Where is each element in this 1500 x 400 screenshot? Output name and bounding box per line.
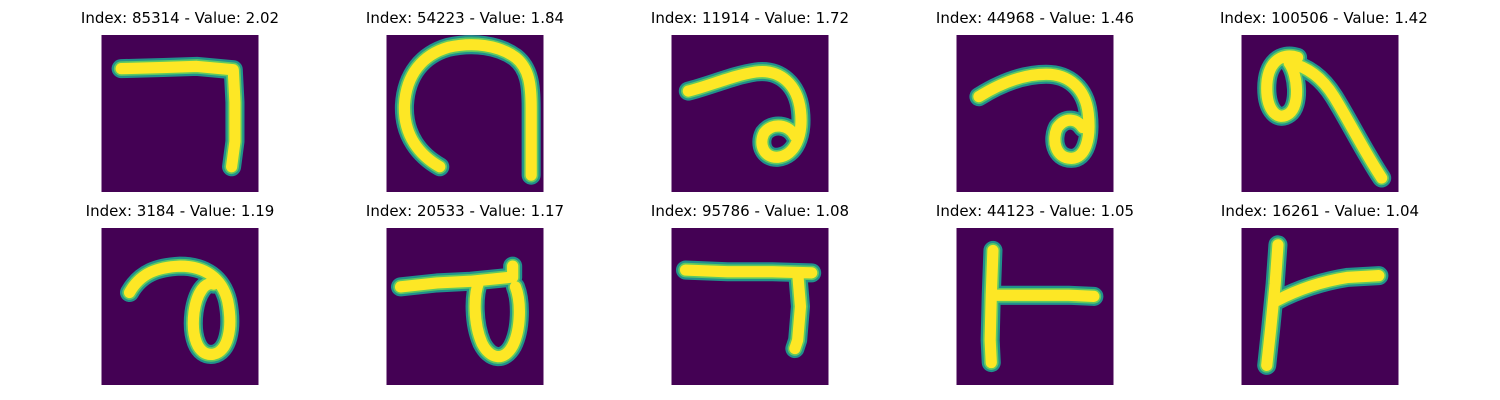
digit-stroke — [1261, 50, 1388, 184]
digit-image — [101, 35, 259, 192]
digit-image — [1241, 228, 1399, 385]
digit-stroke — [973, 68, 1095, 164]
digit-panel: Index: 20533 - Value: 1.17 — [365, 201, 565, 391]
digit-stroke — [984, 244, 1100, 369]
panel-title: Index: 85314 - Value: 2.02 — [80, 9, 280, 27]
panel-title: Index: 54223 - Value: 1.84 — [365, 9, 565, 27]
digit-panel: Index: 100506 - Value: 1.42 — [1220, 8, 1428, 198]
digit-panel: Index: 44123 - Value: 1.05 — [935, 201, 1135, 391]
panel-title: Index: 44968 - Value: 1.46 — [935, 9, 1135, 27]
digit-image — [956, 228, 1114, 385]
digit-panel: Index: 44968 - Value: 1.46 — [935, 8, 1135, 198]
digit-stroke — [398, 39, 537, 181]
panel-title: Index: 95786 - Value: 1.08 — [650, 202, 850, 220]
digit-stroke — [394, 260, 525, 363]
panel-title: Index: 44123 - Value: 1.05 — [935, 202, 1135, 220]
digit-image — [1241, 35, 1399, 192]
panel-title: Index: 3184 - Value: 1.19 — [85, 202, 275, 220]
digit-image — [671, 228, 829, 385]
digit-panel: Index: 3184 - Value: 1.19 — [80, 201, 280, 391]
digit-stroke — [115, 60, 241, 173]
digit-image — [386, 228, 544, 385]
digit-image — [671, 35, 829, 192]
digit-stroke — [679, 264, 818, 355]
digit-panel: Index: 16261 - Value: 1.04 — [1220, 201, 1420, 391]
panel-title: Index: 100506 - Value: 1.42 — [1220, 9, 1428, 27]
digit-stroke — [682, 66, 807, 163]
panel-title: Index: 20533 - Value: 1.17 — [365, 202, 565, 220]
digit-stroke — [1261, 239, 1385, 371]
digit-stroke — [123, 260, 236, 360]
digit-panel: Index: 85314 - Value: 2.02 — [80, 8, 280, 198]
digit-panel: Index: 95786 - Value: 1.08 — [650, 201, 850, 391]
digit-image — [386, 35, 544, 192]
digit-image — [101, 228, 259, 385]
digit-image — [956, 35, 1114, 192]
digit-panel: Index: 11914 - Value: 1.72 — [650, 8, 850, 198]
panel-title: Index: 16261 - Value: 1.04 — [1220, 202, 1420, 220]
panel-title: Index: 11914 - Value: 1.72 — [650, 9, 850, 27]
digit-panel: Index: 54223 - Value: 1.84 — [365, 8, 565, 198]
